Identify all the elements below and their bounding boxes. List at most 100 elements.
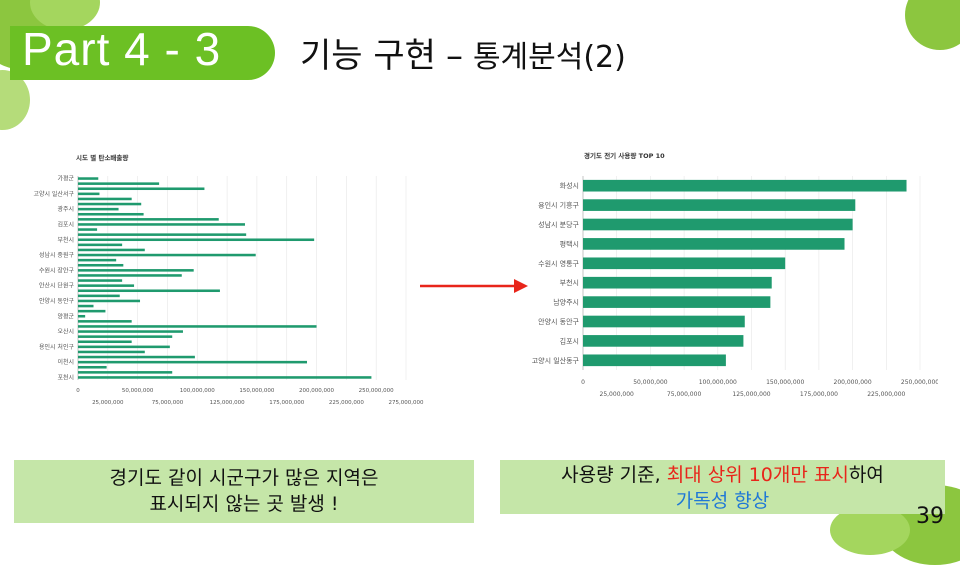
left-chart-x-tick: 125,000,000 xyxy=(210,400,245,406)
right-chart-bar xyxy=(583,354,726,367)
left-chart-x-tick: 100,000,000 xyxy=(180,388,215,394)
right-note-suffix: 하여 xyxy=(848,464,884,486)
left-chart-bar xyxy=(78,228,98,231)
left-chart-tick-label: 부천시 xyxy=(57,236,74,244)
right-chart-bar xyxy=(583,296,771,308)
left-chart-bar xyxy=(78,340,132,344)
right-note-box: 사용량 기준, 최대 상위 10개만 표시하여 가독성 향상 xyxy=(500,460,945,514)
right-note-prefix: 사용량 기준, xyxy=(561,464,667,486)
left-chart-bar xyxy=(78,371,173,374)
left-chart-bar xyxy=(78,289,220,293)
left-chart-tick-label: 수원시 장안구 xyxy=(39,266,75,274)
left-chart-tick-label: 안산시 단원구 xyxy=(39,282,75,290)
right-chart-tick-label: 김포시 xyxy=(560,337,579,345)
left-chart-tick-label: 양평군 xyxy=(57,312,74,320)
left-note-line1: 경기도 같이 시군구가 많은 지역은 xyxy=(109,467,379,489)
right-chart-x-tick: 100,000,000 xyxy=(699,379,737,386)
title-dash: – xyxy=(445,36,463,76)
right-chart-tick-label: 평택시 xyxy=(560,239,579,248)
right-chart-tick-label: 화성시 xyxy=(560,181,579,190)
left-chart-bar xyxy=(78,345,170,349)
left-chart-x-tick: 150,000,000 xyxy=(239,388,274,394)
right-chart-title: 경기도 전기 사용량 TOP 10 xyxy=(584,151,665,160)
right-chart-tick-label: 안양시 동안구 xyxy=(538,317,579,326)
left-chart-bar xyxy=(78,212,144,216)
left-chart-bar xyxy=(78,207,119,211)
left-chart-bar xyxy=(78,243,123,247)
left-note-line2: 표시되지 않는 곳 발생 ! xyxy=(149,493,339,515)
right-chart-tick-label: 용인시 기흥구 xyxy=(538,201,579,210)
right-chart-x-tick: 125,000,000 xyxy=(732,391,770,398)
left-chart-bar xyxy=(78,330,183,333)
left-chart-tick-label: 포천시 xyxy=(57,373,74,381)
right-arrow-icon xyxy=(420,279,528,293)
left-chart-bar xyxy=(78,218,219,221)
right-chart-bar xyxy=(583,199,856,211)
left-chart-title: 시도 별 탄소배출량 xyxy=(76,153,128,162)
left-chart-bar xyxy=(78,177,99,180)
left-chart-bar xyxy=(78,269,194,272)
part-label: Part 4 - 3 xyxy=(22,23,222,75)
right-chart-bar xyxy=(583,257,786,270)
left-chart-x-tick: 50,000,000 xyxy=(122,388,154,394)
left-chart-bar xyxy=(78,258,117,262)
part-badge xyxy=(10,26,275,80)
slide-title: 기능 구현 – 통계분석(2) xyxy=(300,28,626,77)
right-chart-bar xyxy=(583,335,744,347)
right-chart-bar xyxy=(583,218,853,231)
right-note-line2: 가독성 향상 xyxy=(675,490,770,512)
left-chart-bar xyxy=(78,223,245,226)
left-chart-bar xyxy=(78,355,195,359)
left-chart-bar xyxy=(78,360,308,364)
left-chart-bar xyxy=(78,182,160,185)
left-chart-x-tick: 200,000,000 xyxy=(299,388,334,394)
right-chart-bar xyxy=(583,315,745,328)
right-chart-x-tick: 200,000,000 xyxy=(834,379,872,386)
right-chart-tick-label: 수원시 영통구 xyxy=(538,259,579,268)
left-note-box: 경기도 같이 시군구가 많은 지역은 표시되지 않는 곳 발생 ! xyxy=(14,460,474,523)
right-chart-tick-label: 고양시 일산동구 xyxy=(532,356,580,365)
left-chart-bar xyxy=(78,284,135,287)
left-chart-x-tick: 275,000,000 xyxy=(389,400,424,406)
left-chart-tick-label: 용인시 처인구 xyxy=(39,343,75,351)
left-chart-x-tick: 250,000,000 xyxy=(359,388,394,394)
left-chart-bar xyxy=(78,314,86,318)
right-chart-x-tick: 175,000,000 xyxy=(800,391,838,398)
right-chart-bar xyxy=(583,276,772,289)
left-chart-tick-label: 성남시 중원구 xyxy=(39,251,75,259)
left-chart-bar xyxy=(78,376,372,379)
left-chart-bar xyxy=(78,365,107,369)
left-chart-bar xyxy=(78,187,205,191)
right-chart-x-tick: 25,000,000 xyxy=(600,391,635,398)
left-chart-x-tick: 75,000,000 xyxy=(152,400,184,406)
left-chart-tick-label: 이천시 xyxy=(57,358,74,366)
left-chart-panel: 시도 별 탄소배출량 가평군 고양시 일산서구 광주시 김포시 부천시 성남시 중원구 수원시… xyxy=(28,140,438,415)
right-chart-x-tick: 225,000,000 xyxy=(867,391,905,398)
right-chart-x-tick: 0 xyxy=(581,379,585,386)
left-chart-bar xyxy=(78,248,145,252)
left-chart-bar xyxy=(78,279,123,282)
left-chart-bar xyxy=(78,335,173,338)
right-chart-tick-label: 남양주시 xyxy=(553,298,579,307)
title-sub: 통계분석(2) xyxy=(472,40,626,75)
left-chart-tick-label: 가평군 xyxy=(57,175,74,183)
left-chart-x-tick: 175,000,000 xyxy=(269,400,304,406)
left-chart-bar xyxy=(78,274,182,277)
right-chart-tick-label: 성남시 분당구 xyxy=(538,220,579,229)
left-chart-bar xyxy=(78,238,315,242)
left-chart-bar xyxy=(78,320,132,323)
left-chart-bar xyxy=(78,233,247,236)
left-chart-tick-label: 오산시 xyxy=(57,328,74,336)
left-chart-x-tick: 225,000,000 xyxy=(329,400,364,406)
title-main: 기능 구현 xyxy=(300,36,436,76)
left-chart-bar xyxy=(78,309,106,313)
right-chart-bar xyxy=(583,238,845,250)
left-chart-bar xyxy=(78,294,120,298)
right-chart-tick-label: 부천시 xyxy=(560,278,579,287)
right-note-line1: 사용량 기준, 최대 상위 10개만 표시하여 xyxy=(500,462,945,488)
left-chart-tick-label: 안양시 동안구 xyxy=(39,297,75,305)
left-chart-x-tick: 0 xyxy=(76,388,80,394)
right-chart-bar xyxy=(583,179,907,192)
